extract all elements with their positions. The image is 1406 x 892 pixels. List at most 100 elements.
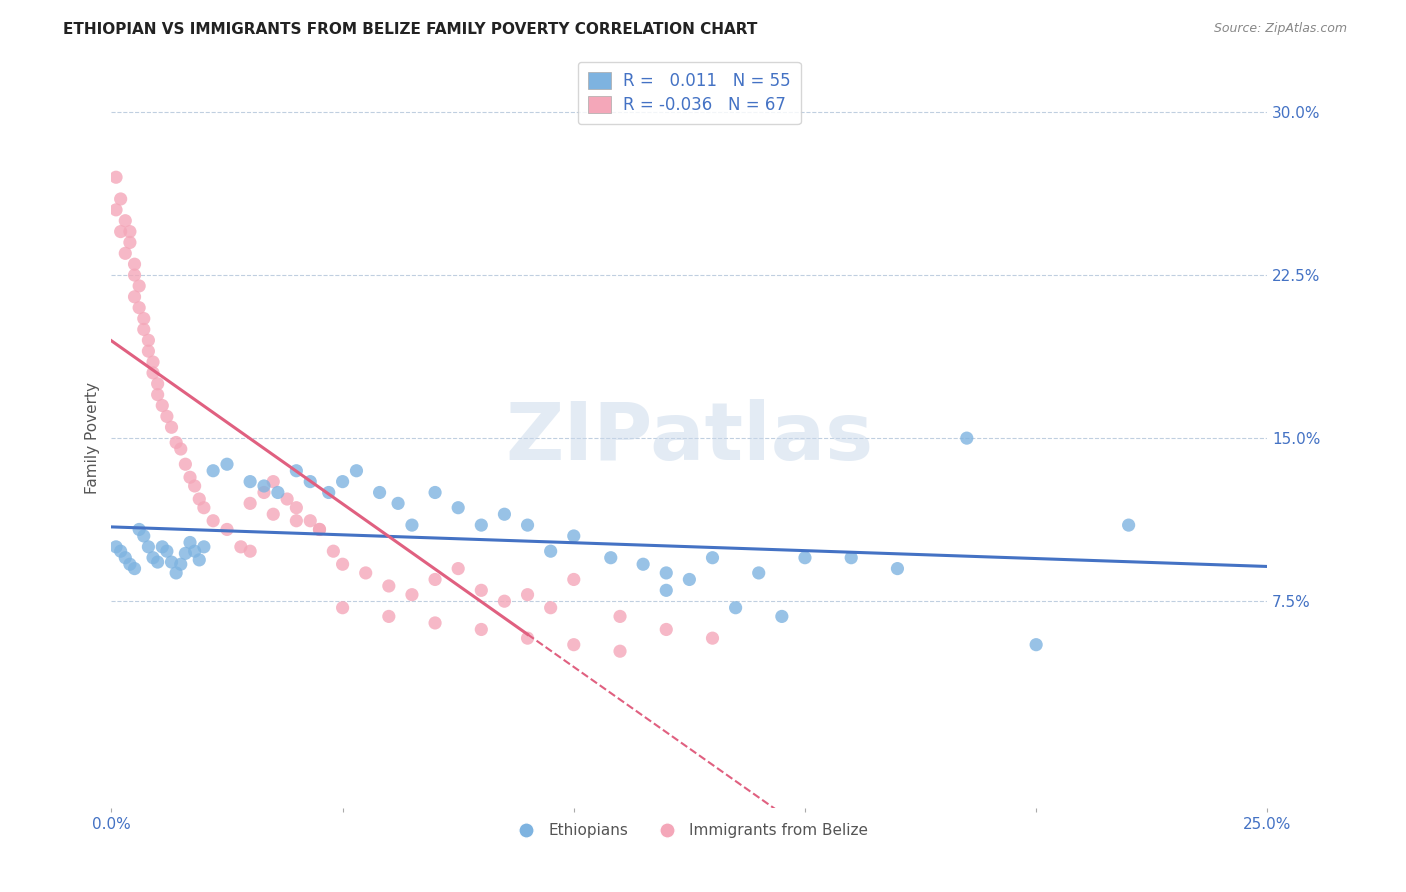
Point [193,540,215,554]
Point [378,609,401,624]
Point [1025,638,1047,652]
Point [138,540,160,554]
Point [124,268,146,282]
Point [118,558,141,572]
Point [599,550,621,565]
Point [179,470,201,484]
Point [114,550,136,565]
Point [110,544,132,558]
Point [138,344,160,359]
Point [142,366,165,380]
Point [110,192,132,206]
Point [128,279,150,293]
Point [401,588,423,602]
Point [229,540,252,554]
Point [174,546,197,560]
Point [132,311,155,326]
Point [354,566,377,580]
Point [322,544,344,558]
Point [174,457,197,471]
Point [183,479,205,493]
Point [655,566,678,580]
Point [202,514,225,528]
Point [170,558,193,572]
Point [276,491,298,506]
Point [285,464,308,478]
Point [562,638,585,652]
Point [150,540,173,554]
Point [494,594,516,608]
Point [188,553,211,567]
Point [1118,518,1140,533]
Y-axis label: Family Poverty: Family Poverty [86,382,100,494]
Point [423,485,446,500]
Text: ETHIOPIAN VS IMMIGRANTS FROM BELIZE FAMILY POVERTY CORRELATION CHART: ETHIOPIAN VS IMMIGRANTS FROM BELIZE FAMI… [63,22,758,37]
Point [183,544,205,558]
Point [267,485,290,500]
Point [470,583,492,598]
Point [132,322,155,336]
Point [114,246,136,260]
Point [253,485,276,500]
Point [165,566,187,580]
Point [110,225,132,239]
Point [165,435,187,450]
Point [285,500,308,515]
Point [368,485,391,500]
Point [401,518,423,533]
Point [678,573,700,587]
Point [423,573,446,587]
Point [447,561,470,575]
Point [470,623,492,637]
Point [886,561,908,575]
Point [105,202,128,217]
Point [146,555,169,569]
Point [202,464,225,478]
Point [562,529,585,543]
Point [146,376,169,391]
Point [387,496,409,510]
Point [794,550,817,565]
Point [655,623,678,637]
Point [118,235,141,250]
Point [332,475,354,489]
Point [562,573,585,587]
Point [160,420,183,434]
Point [156,409,179,424]
Point [308,523,330,537]
Point [494,507,516,521]
Point [540,600,562,615]
Point [702,550,724,565]
Point [540,544,562,558]
Legend: Ethiopians, Immigrants from Belize: Ethiopians, Immigrants from Belize [505,817,875,845]
Point [215,457,238,471]
Point [124,257,146,271]
Point [423,615,446,630]
Text: Source: ZipAtlas.com: Source: ZipAtlas.com [1213,22,1347,36]
Point [346,464,368,478]
Point [156,544,179,558]
Point [132,529,155,543]
Point [378,579,401,593]
Point [956,431,979,445]
Point [239,475,262,489]
Point [285,514,308,528]
Point [150,399,173,413]
Point [299,514,322,528]
Point [724,600,747,615]
Point [332,558,354,572]
Point [170,442,193,456]
Point [118,225,141,239]
Point [114,213,136,227]
Point [318,485,340,500]
Point [128,523,150,537]
Point [262,475,284,489]
Point [124,561,146,575]
Point [188,491,211,506]
Point [253,479,276,493]
Point [193,500,215,515]
Point [631,558,654,572]
Point [138,333,160,347]
Point [160,555,183,569]
Point [655,583,678,598]
